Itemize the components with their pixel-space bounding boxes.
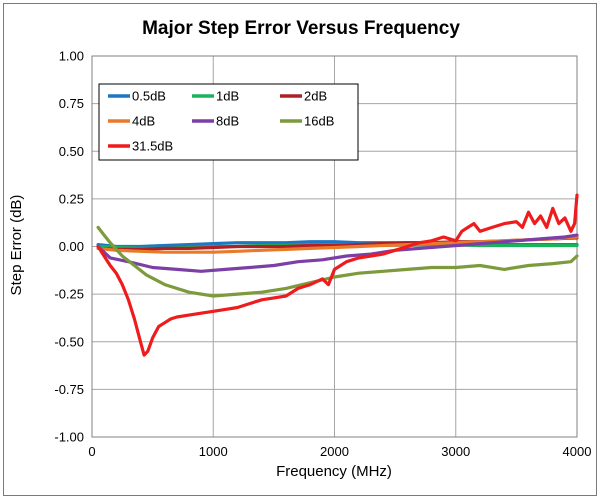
chart-title: Major Step Error Versus Frequency	[142, 18, 460, 39]
y-tick-label: -1.00	[54, 430, 84, 445]
y-tick-label: 0.00	[59, 239, 84, 254]
legend-label: 31.5dB	[132, 139, 173, 154]
legend-label: 0.5dB	[132, 89, 166, 104]
x-axis-label: Frequency (MHz)	[276, 463, 392, 480]
y-tick-label: -0.50	[54, 334, 84, 349]
legend-label: 4dB	[132, 114, 155, 129]
tick-labels: 1.00 0.75 0.50 0.25 0.00 -0.25 -0.50 -0.75 -1.00…	[54, 49, 591, 460]
series-layer	[96, 193, 579, 357]
y-tick-label: 1.00	[59, 49, 84, 64]
x-tick-label: 1000	[199, 444, 228, 459]
y-tick-label: 0.75	[59, 96, 84, 111]
legend-label: 2dB	[304, 89, 327, 104]
y-tick-label: -0.75	[54, 382, 84, 397]
legend-label: 16dB	[304, 114, 334, 129]
x-tick-label: 3000	[441, 444, 470, 459]
series-31-5db	[96, 193, 579, 357]
y-tick-label: -0.25	[54, 287, 84, 302]
y-tick-label: 0.25	[59, 191, 84, 206]
series-16db	[96, 225, 579, 298]
y-tick-label: 0.50	[59, 144, 84, 159]
legend-label: 8dB	[216, 114, 239, 129]
legend: 0.5dB 1dB 2dB 4dB 8dB 16dB 31.5dB	[98, 83, 359, 161]
legend-box	[98, 83, 359, 161]
x-tick-label: 0	[88, 444, 95, 459]
x-tick-label: 4000	[563, 444, 592, 459]
series-8db	[96, 233, 579, 273]
x-tick-label: 2000	[320, 444, 349, 459]
y-axis-label: Step Error (dB)	[8, 195, 25, 296]
legend-label: 1dB	[216, 89, 239, 104]
